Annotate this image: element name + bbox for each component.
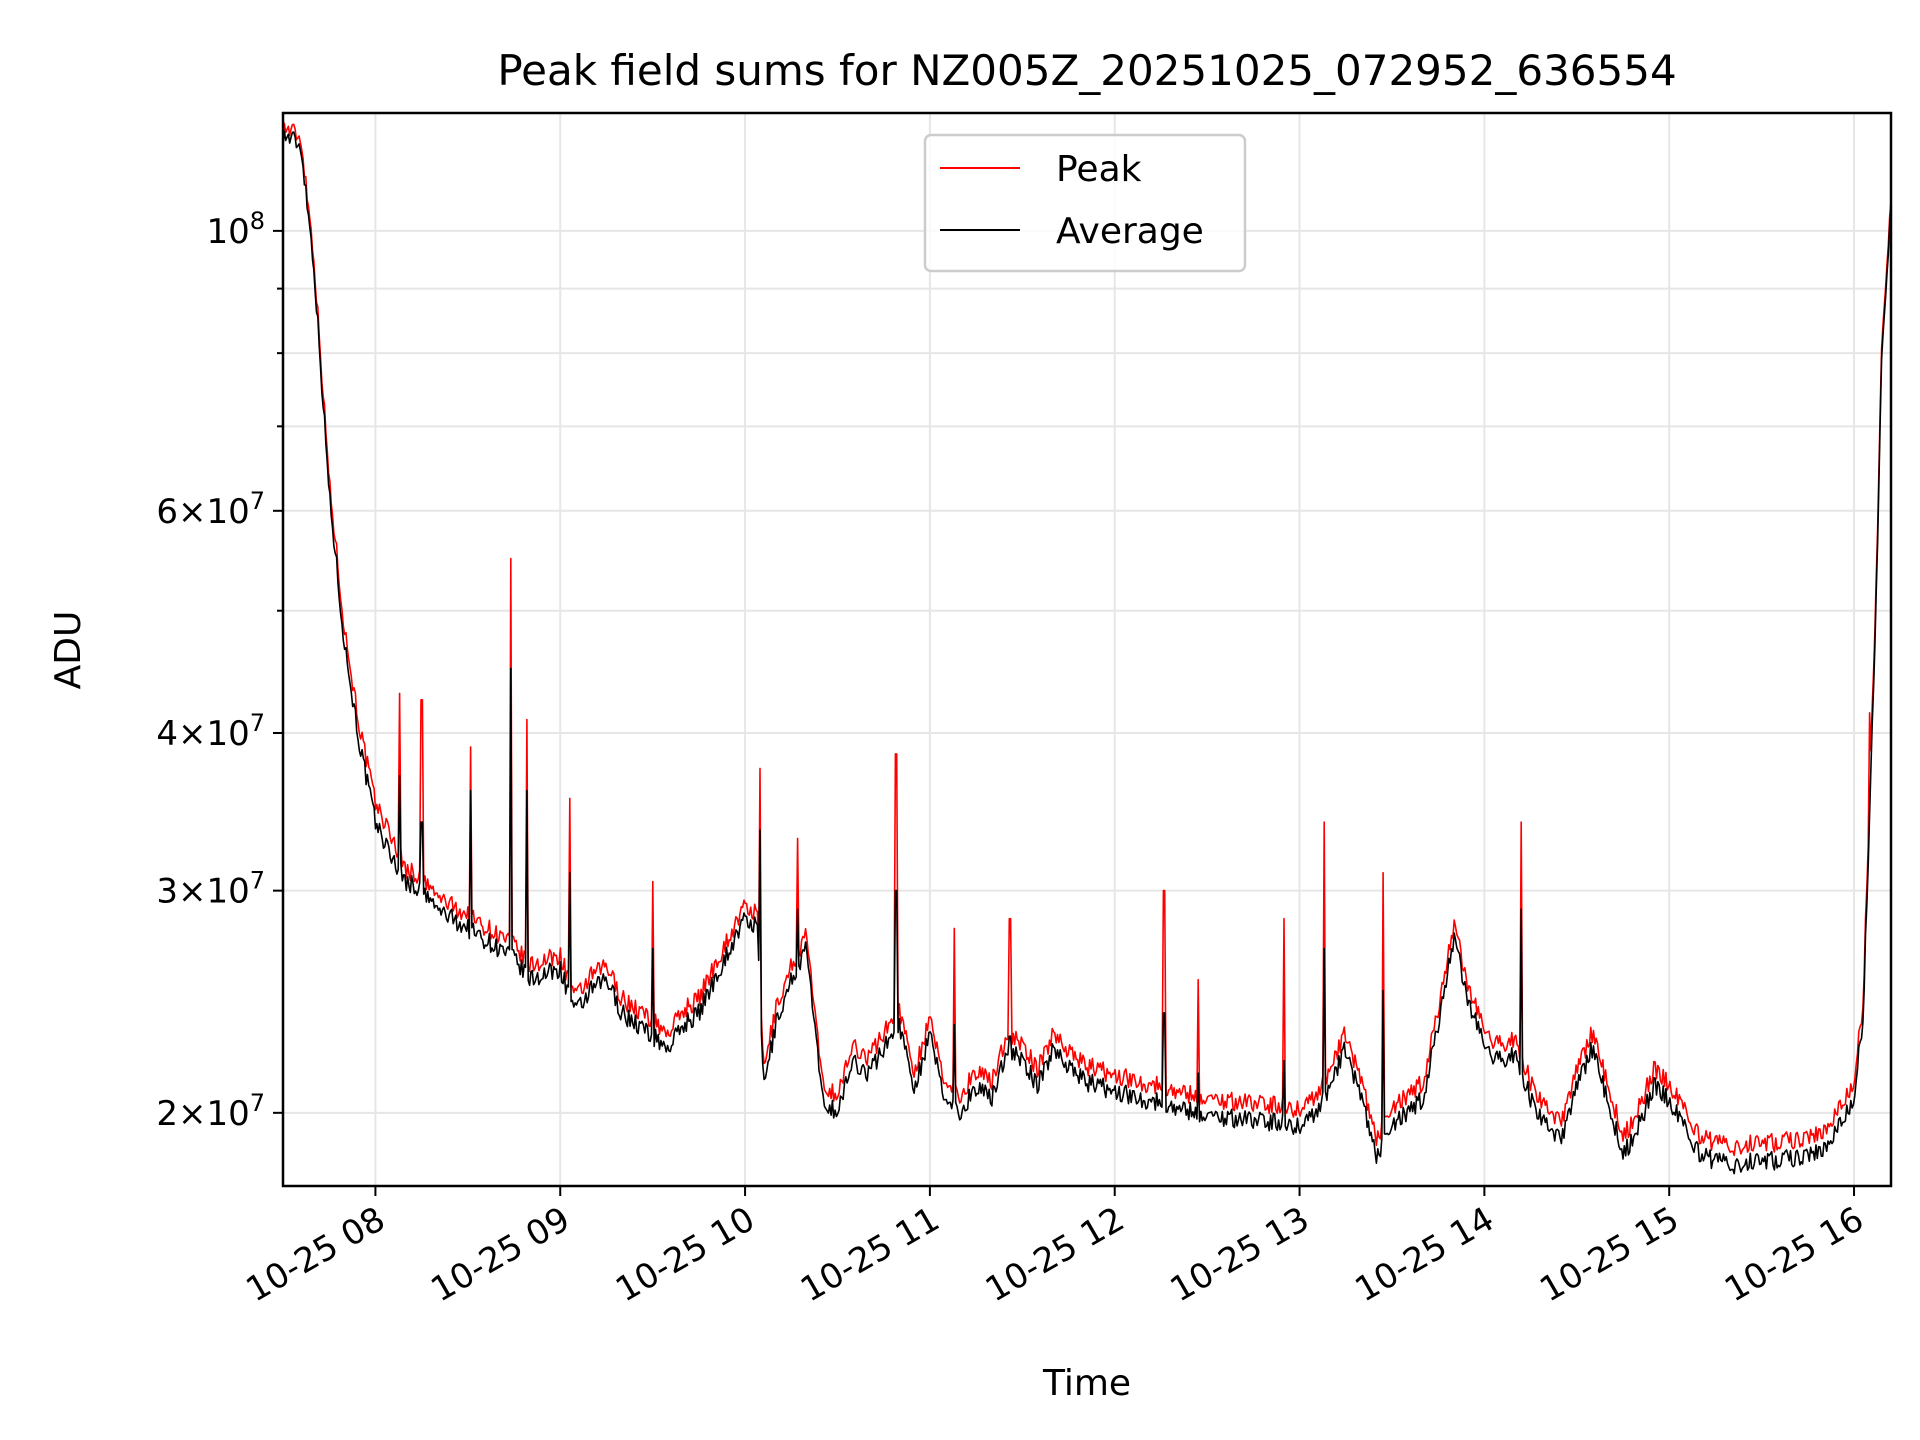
- y-axis-ticks: 2×107 3×107 4×107 6×107 108: [156, 207, 283, 1134]
- y-tick-label: 6×107: [156, 487, 265, 532]
- chart-title: Peak field sums for NZ005Z_20251025_0729…: [497, 46, 1676, 95]
- y-tick-label: 2×107: [156, 1089, 265, 1134]
- series-line-peak: [283, 122, 1891, 1157]
- y-axis-label: ADU: [48, 611, 89, 690]
- plot-frame: [281, 111, 1893, 1188]
- y-tick-label: 4×107: [156, 709, 265, 754]
- x-axis-label: Time: [1042, 1363, 1131, 1404]
- series-layer: [283, 122, 1891, 1175]
- legend-label-peak: Peak: [1056, 149, 1142, 190]
- series-line-average: [283, 130, 1891, 1175]
- y-tick-label: 3×107: [156, 867, 265, 912]
- y-tick-label: 108: [206, 207, 265, 252]
- legend: Peak Average: [923, 133, 1247, 273]
- legend-label-average: Average: [1056, 211, 1204, 252]
